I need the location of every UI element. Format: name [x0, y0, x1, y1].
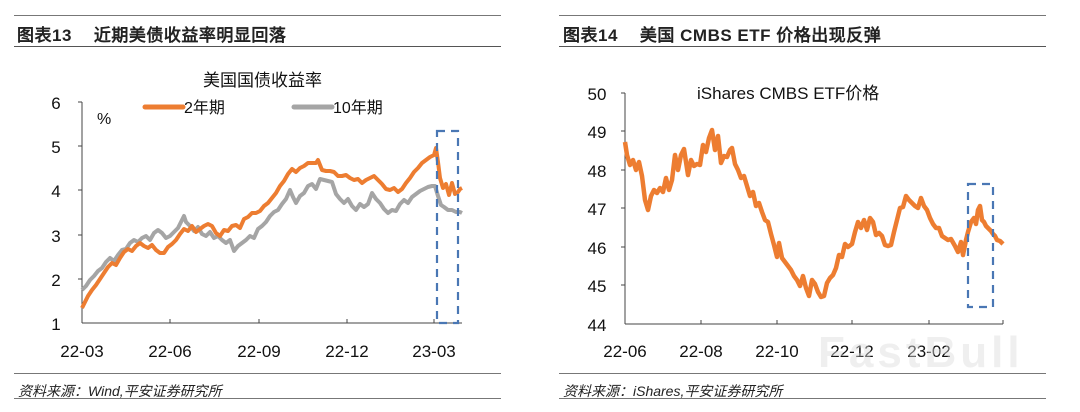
figure-13-panel: 图表13 近期美债收益率明显回落 美国国债收益率 6 5 4 3 2 1 — [14, 15, 501, 399]
source-note: 资料来源：iShares,平安证券研究所 — [563, 383, 783, 399]
source-top-rule — [14, 373, 501, 374]
x-axis — [82, 319, 462, 324]
top-rule — [14, 15, 501, 16]
yield-chart: 6 5 4 3 2 1 22-03 22-06 22-09 22-12 23-0… — [51, 94, 463, 361]
chart-title: iShares CMBS ETF价格 — [697, 84, 880, 103]
legend: 2年期 10年期 — [142, 99, 383, 117]
title-underline — [14, 46, 501, 47]
source-top-rule — [559, 373, 1046, 374]
svg-text:2: 2 — [51, 271, 60, 290]
source-bottom-rule — [559, 398, 1046, 399]
svg-text:6: 6 — [51, 94, 60, 113]
legend-2y-label: 2年期 — [184, 99, 225, 117]
highlight-box — [435, 129, 460, 325]
legend-10y-label: 10年期 — [333, 99, 383, 117]
series-2y-line — [80, 146, 463, 309]
series-10y-line — [80, 177, 463, 292]
figure-13-heading: 图表13 近期美债收益率明显回落 — [17, 21, 286, 46]
svg-text:22-06: 22-06 — [148, 342, 191, 361]
figure-title: 近期美债收益率明显回落 — [93, 26, 287, 45]
figure-number: 图表14 — [563, 26, 618, 45]
figure-title: 美国 CMBS ETF 价格出现反弹 — [639, 26, 882, 45]
unit-label: % — [97, 111, 111, 128]
figure-14-heading: 图表14 美国 CMBS ETF 价格出现反弹 — [563, 21, 881, 46]
y-axis — [78, 101, 83, 323]
source-bottom-rule — [14, 398, 501, 399]
x-tick-labels: 22-03 22-06 22-09 22-12 23-03 — [60, 342, 455, 361]
watermark: FastBull — [818, 328, 1024, 377]
top-rule — [559, 15, 1046, 16]
svg-text:22-03: 22-03 — [60, 342, 103, 361]
svg-text:23-03: 23-03 — [412, 342, 455, 361]
svg-text:22-09: 22-09 — [237, 342, 280, 361]
title-underline — [559, 46, 1046, 47]
source-note: 资料来源：Wind,平安证券研究所 — [18, 383, 222, 399]
svg-text:22-12: 22-12 — [325, 342, 368, 361]
svg-text:4: 4 — [51, 182, 60, 201]
svg-text:1: 1 — [51, 315, 60, 334]
figure-14-panel: 图表14 美国 CMBS ETF 价格出现反弹 iShares CMBS ETF价… — [540, 0, 1080, 412]
svg-text:3: 3 — [51, 227, 60, 246]
svg-text:5: 5 — [51, 138, 60, 157]
y-tick-labels: 6 5 4 3 2 1 — [51, 94, 60, 334]
chart-title: 美国国债收益率 — [203, 71, 322, 90]
figure-number: 图表13 — [17, 26, 72, 45]
